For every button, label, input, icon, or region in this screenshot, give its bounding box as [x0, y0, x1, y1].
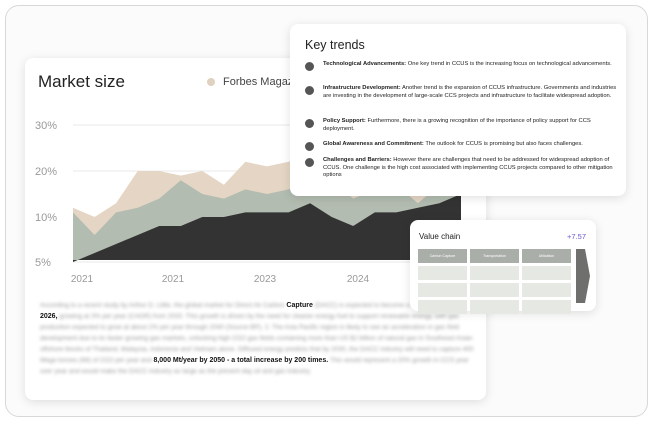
- value-chain-cell: [522, 266, 571, 280]
- value-chain-cell: [418, 283, 467, 297]
- value-chain-row: [418, 266, 575, 280]
- y-tick-label: 5%: [35, 257, 51, 269]
- market-size-title: Market size: [38, 72, 125, 91]
- chart-legend: Forbes Magazin: [207, 76, 302, 88]
- value-chain-header-cell: Carbon Capture: [418, 249, 467, 263]
- trend-item: Technological Advancements: One key tren…: [305, 61, 617, 71]
- key-trends-card: Key trends Technological Advancements: O…: [290, 24, 626, 196]
- value-chain-cell: [470, 266, 519, 280]
- market-area-chart: 30% 20% 10% 5% 2021 2021 2023 2024: [35, 120, 461, 285]
- value-chain-header-cell: Utilization: [522, 249, 571, 263]
- value-chain-header-cell: Transportation: [470, 249, 519, 263]
- paragraph-intro: According to a recent study by Arthur D.…: [40, 302, 285, 309]
- x-tick-label: 2023: [254, 274, 277, 285]
- trend-text: One key trend in CCUS is the increasing …: [407, 61, 612, 67]
- x-tick-label: 2021: [71, 274, 94, 285]
- value-chain-header-row: Carbon Capture Transportation Utilizatio…: [418, 249, 575, 263]
- paragraph-mid2: growing at 3% per year (CAGR) from 2020.…: [40, 313, 474, 364]
- x-tick-label: 2021: [162, 274, 185, 285]
- y-tick-label: 10%: [35, 212, 57, 224]
- value-chain-cell: [522, 300, 571, 314]
- trend-item: Infrastructure Development: Another tren…: [305, 85, 617, 100]
- value-chain-grid: Carbon Capture Transportation Utilizatio…: [418, 249, 575, 317]
- value-chain-row: [418, 300, 575, 314]
- arrow-right-icon: [576, 249, 590, 303]
- paragraph-end: This would represent a 20% growth in CCS…: [40, 357, 469, 375]
- trend-label: Technological Advancements:: [323, 61, 407, 67]
- value-chain-cell: [418, 300, 467, 314]
- globe-icon: [305, 142, 314, 151]
- paragraph-highlight-growth: 8,000 Mt/year by 2050 - a total increase…: [153, 357, 329, 364]
- trend-text: The outlook for CCUS is promising but al…: [425, 141, 583, 147]
- y-tick-label: 20%: [35, 166, 57, 178]
- value-chain-cell: [522, 283, 571, 297]
- trend-item: Challenges and Barriers: However there a…: [305, 157, 617, 180]
- trend-text: However there are challenges that need t…: [323, 157, 613, 179]
- trend-text: Furthermore, there is a growing recognit…: [323, 118, 591, 132]
- value-chain-row: [418, 283, 575, 297]
- building-icon: [305, 86, 314, 95]
- legend-swatch: [207, 78, 215, 86]
- paragraph-highlight-capture: Capture: [286, 302, 313, 309]
- trend-label: Global Awareness and Commitment:: [323, 141, 424, 147]
- trend-item: Global Awareness and Commitment: The out…: [305, 141, 617, 151]
- area-series-3: [73, 194, 461, 262]
- market-size-card: Market size Forbes Magazin 30% 20% 10% 5% 20…: [25, 58, 486, 400]
- value-chain-cell: [470, 283, 519, 297]
- value-chain-card: Value chain +7.57 Carbon Capture Transpo…: [410, 220, 596, 314]
- x-tick-label: 2024: [347, 274, 370, 285]
- value-chain-title: Value chain: [419, 232, 461, 241]
- y-tick-label: 30%: [35, 120, 57, 132]
- value-chain-cell: [418, 266, 467, 280]
- trend-label: Infrastructure Development:: [323, 85, 401, 91]
- policy-icon: [305, 119, 314, 128]
- warning-icon: [305, 158, 314, 167]
- market-paragraph: According to a recent study by Arthur D.…: [40, 300, 480, 377]
- trend-label: Policy Support:: [323, 118, 366, 124]
- legend-label: Forbes Magazin: [223, 76, 302, 88]
- paragraph-mid1: (DACC) is expected to become a: [314, 302, 410, 309]
- trend-item: Policy Support: Furthermore, there is a …: [305, 118, 617, 133]
- value-chain-cell: [470, 300, 519, 314]
- trend-text: Another trend is the expansion of CCUS i…: [323, 85, 617, 99]
- trend-label: Challenges and Barriers:: [323, 157, 392, 163]
- gear-icon: [305, 62, 314, 71]
- key-trends-title: Key trends: [305, 38, 365, 52]
- value-chain-delta: +7.57: [567, 232, 586, 241]
